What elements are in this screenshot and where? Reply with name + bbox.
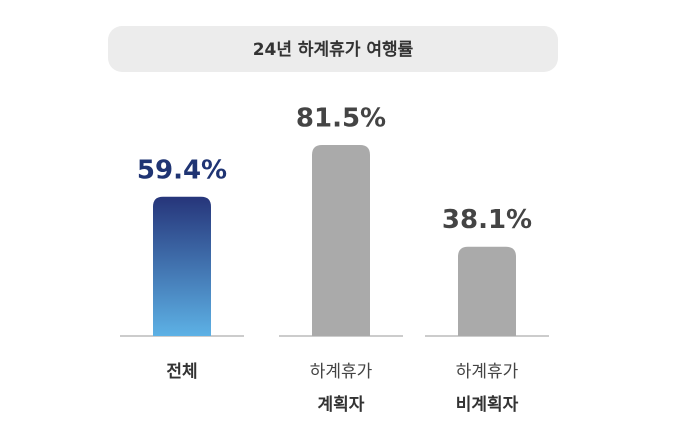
x-tick-label: 전체 (166, 362, 197, 382)
chart-title: 24년 하계휴가 여행률 (253, 39, 414, 60)
x-tick-label: 계획자 (318, 395, 365, 415)
x-tick-label: 하계휴가 (310, 362, 373, 382)
x-tick-label: 비계획자 (456, 395, 519, 415)
value-label: 38.1% (442, 205, 532, 235)
bar (312, 145, 370, 336)
value-label: 81.5% (296, 104, 386, 134)
value-label: 59.4% (137, 155, 227, 185)
bar (153, 196, 211, 336)
bar (458, 246, 516, 336)
title-pill (108, 26, 558, 72)
x-tick-label: 하계휴가 (456, 362, 519, 382)
